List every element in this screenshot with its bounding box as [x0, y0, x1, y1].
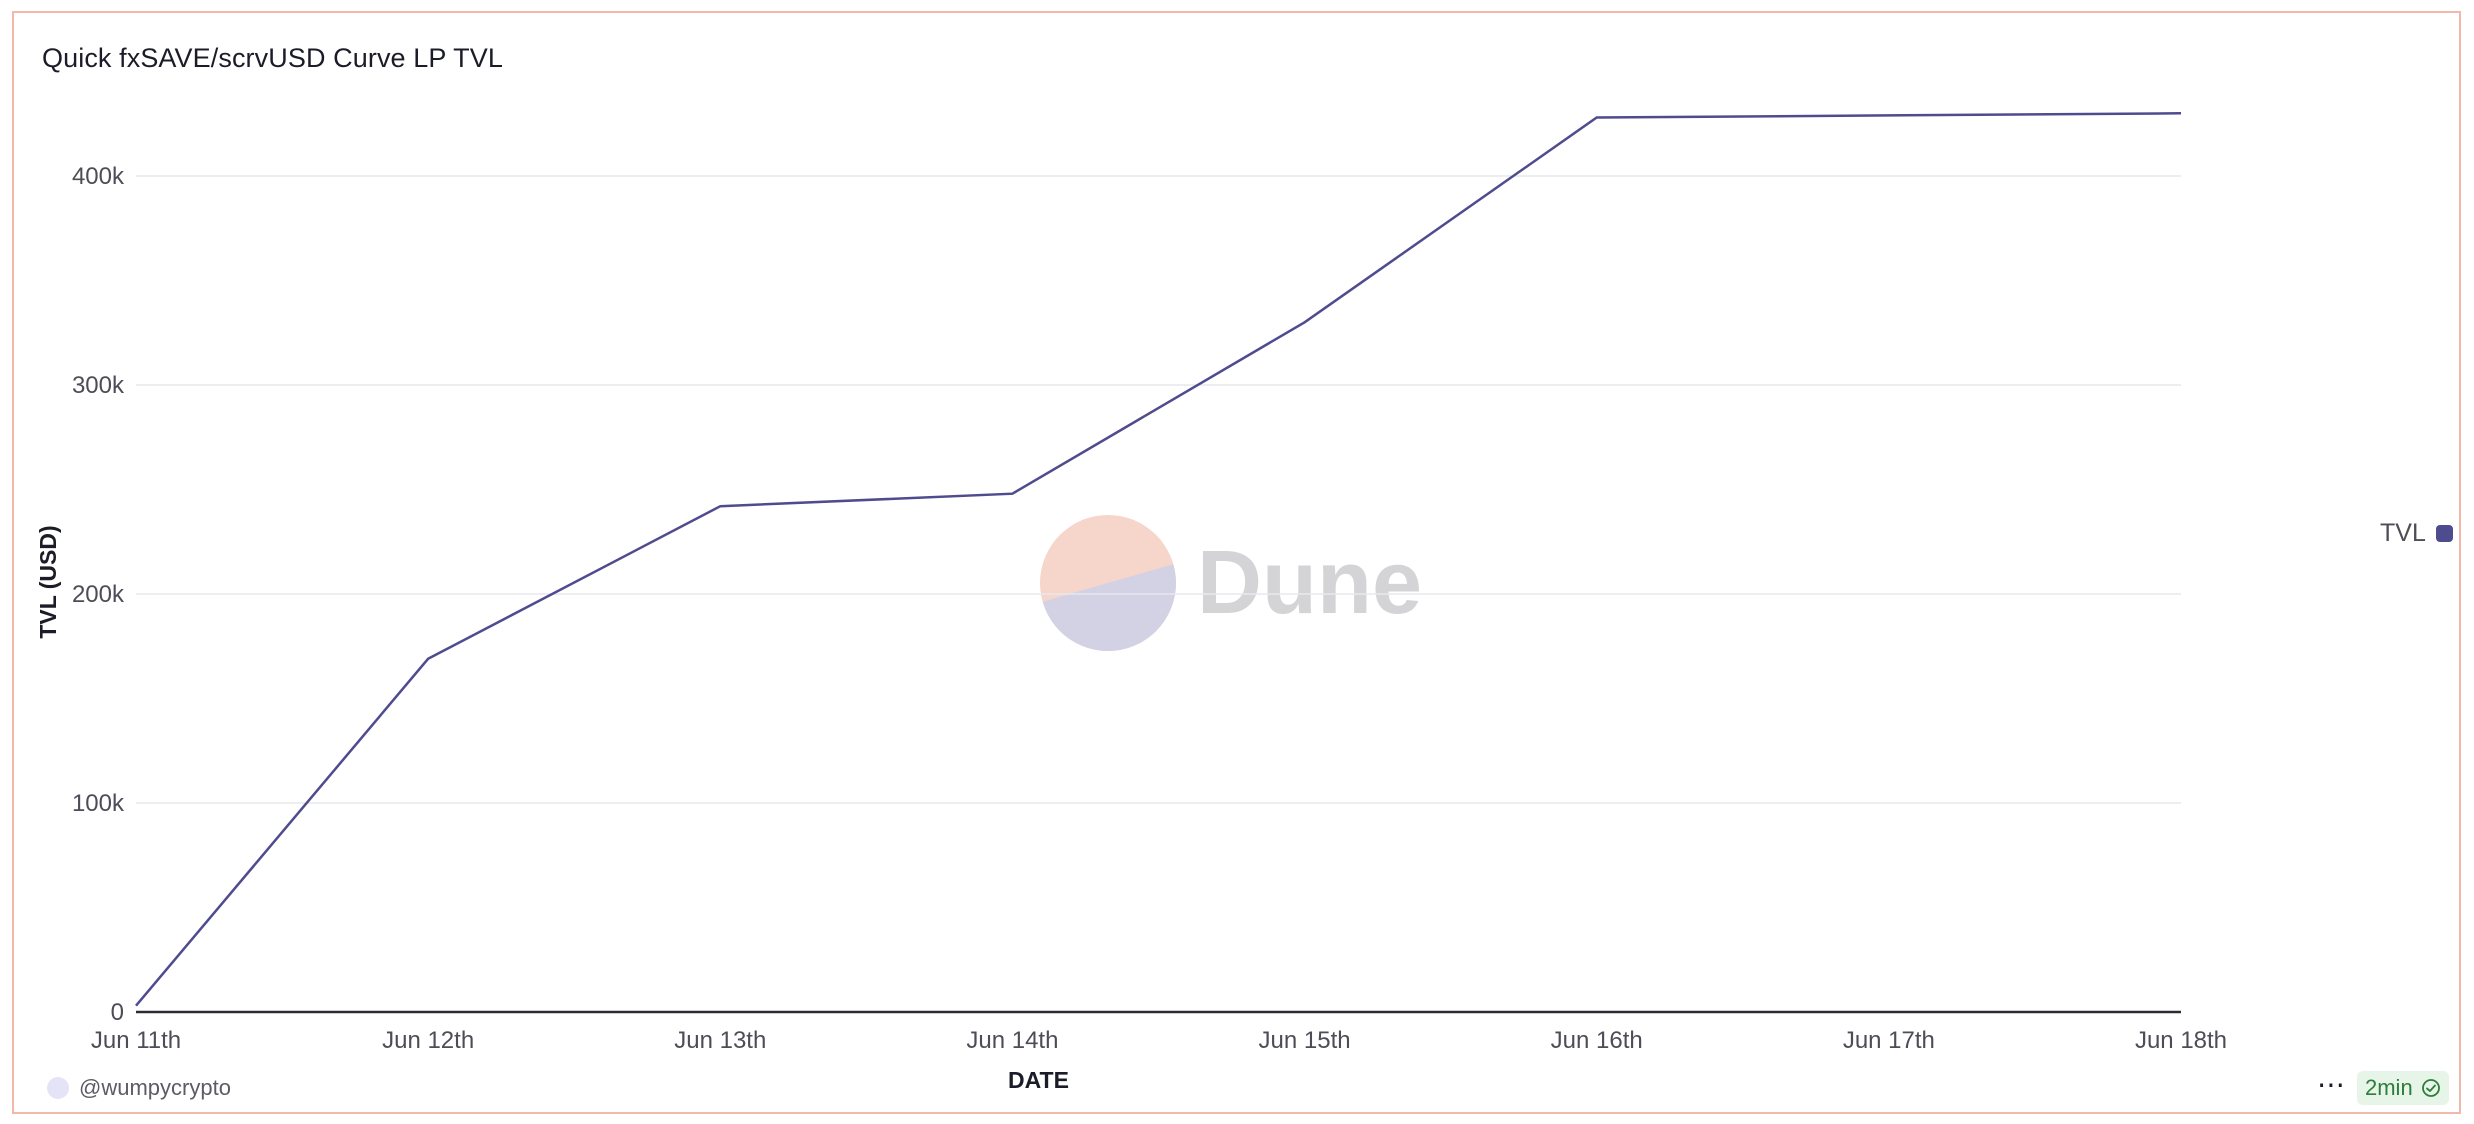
- x-tick-label: Jun 15th: [1259, 1027, 1351, 1054]
- legend[interactable]: TVL: [2380, 519, 2453, 548]
- avatar: [47, 1077, 69, 1099]
- dune-watermark: Dune: [1040, 515, 1422, 651]
- y-axis-title: TVL (USD): [35, 525, 61, 638]
- x-tick-label: Jun 11th: [91, 1027, 181, 1054]
- y-tick-label: 300k: [72, 372, 125, 399]
- watermark-text: Dune: [1197, 533, 1422, 633]
- x-tick-label: Jun 18th: [2135, 1027, 2227, 1054]
- y-axis-ticks: 0 100k 200k 300k 400k: [72, 163, 125, 1026]
- grid-lines: [136, 175, 2181, 804]
- y-tick-label: 100k: [72, 790, 125, 817]
- x-tick-label: Jun 13th: [674, 1027, 766, 1054]
- more-options-icon[interactable]: ⋯: [2317, 1069, 2346, 1100]
- watermark-logo-bottom: [1042, 564, 1176, 651]
- x-tick-label: Jun 12th: [382, 1027, 474, 1054]
- x-tick-label: Jun 16th: [1551, 1027, 1643, 1054]
- chart-card: Quick fxSAVE/scrvUSD Curve LP TVL Dune 0…: [12, 11, 2461, 1114]
- check-circle-icon: [2421, 1079, 2440, 1097]
- series-line-tvl[interactable]: [135, 112, 2182, 1007]
- y-tick-label: 200k: [72, 581, 125, 608]
- legend-swatch-tvl: [2435, 525, 2453, 542]
- x-tick-label: Jun 14th: [966, 1027, 1058, 1054]
- y-tick-label: 0: [111, 999, 124, 1026]
- x-axis-title: DATE: [1008, 1067, 1069, 1093]
- refresh-label: 2min: [2365, 1075, 2413, 1100]
- chart-title: Quick fxSAVE/scrvUSD Curve LP TVL: [42, 43, 503, 73]
- legend-label-tvl: TVL: [2380, 519, 2426, 547]
- author-name: @wumpycrypto: [79, 1075, 231, 1100]
- refresh-status-badge[interactable]: 2min: [2357, 1071, 2449, 1105]
- author-credit[interactable]: @wumpycrypto: [47, 1075, 231, 1101]
- x-tick-label: Jun 17th: [1843, 1027, 1935, 1054]
- x-axis-ticks: Jun 11th Jun 12th Jun 13th Jun 14th Jun 15th…: [91, 1027, 2227, 1054]
- y-tick-label: 400k: [72, 163, 125, 190]
